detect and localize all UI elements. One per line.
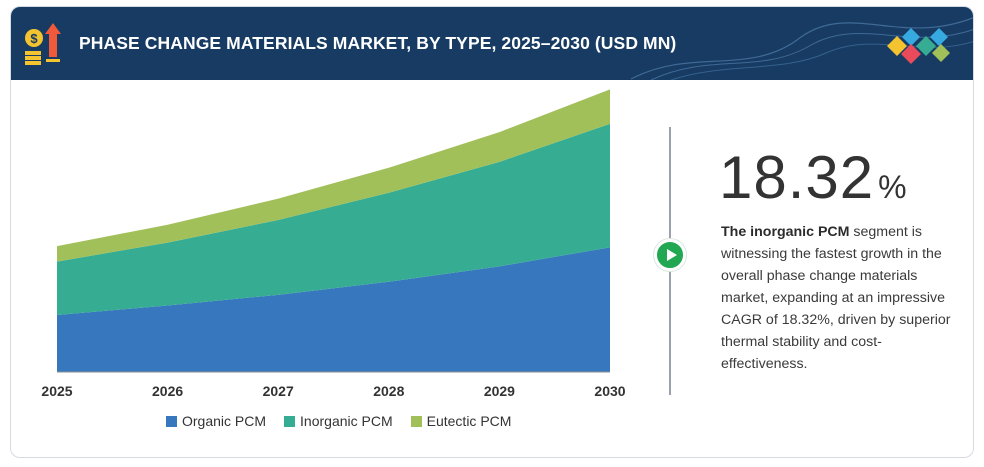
- legend-swatch-inorganic: [284, 415, 296, 427]
- legend-label-eutectic: Eutectic PCM: [426, 413, 512, 429]
- chart-legend: Organic PCM Inorganic PCM Eutectic PCM: [166, 413, 511, 429]
- x-tick-label: 2025: [41, 383, 72, 399]
- area-series-eutectic: [57, 89, 610, 262]
- stacked-area-chart: 2025 2026 2027 2028 2029 2030: [41, 89, 626, 399]
- cagr-value: 18.32: [719, 144, 875, 211]
- header-banner: $ PHASE CHANGE MATERIALS MARKET, BY TYPE…: [11, 7, 973, 80]
- x-tick-label: 2030: [594, 383, 625, 399]
- chart-title: PHASE CHANGE MATERIALS MARKET, BY TYPE, …: [79, 33, 677, 53]
- legend-item-eutectic: Eutectic PCM: [410, 413, 512, 429]
- cagr-unit: %: [878, 169, 907, 205]
- legend-swatch-eutectic: [410, 415, 422, 427]
- legend-label-organic: Organic PCM: [182, 413, 267, 429]
- x-tick-label: 2028: [373, 383, 404, 399]
- x-tick-label: 2027: [263, 383, 294, 399]
- infographic-card: $ PHASE CHANGE MATERIALS MARKET, BY TYPE…: [10, 6, 974, 458]
- cagr-stat: 18.32%: [719, 143, 907, 212]
- area-series-inorganic: [57, 123, 610, 315]
- area-series-organic: [57, 247, 610, 372]
- legend-swatch-organic: [166, 415, 177, 427]
- legend-item-inorganic: Inorganic PCM: [284, 413, 393, 429]
- x-tick-label: 2026: [152, 383, 183, 399]
- play-icon[interactable]: [654, 239, 686, 271]
- legend-label-inorganic: Inorganic PCM: [300, 413, 393, 429]
- segment-description: The inorganic PCM segment is witnessing …: [721, 221, 951, 375]
- x-tick-label: 2029: [484, 383, 515, 399]
- money-growth-icon: $: [25, 23, 61, 65]
- legend-item-organic: Organic PCM: [166, 413, 266, 429]
- description-bold: The inorganic PCM: [721, 224, 850, 240]
- diamond-tiles-logo-icon: [887, 28, 950, 64]
- svg-text:$: $: [30, 31, 38, 46]
- description-text: segment is witnessing the fastest growth…: [721, 224, 951, 372]
